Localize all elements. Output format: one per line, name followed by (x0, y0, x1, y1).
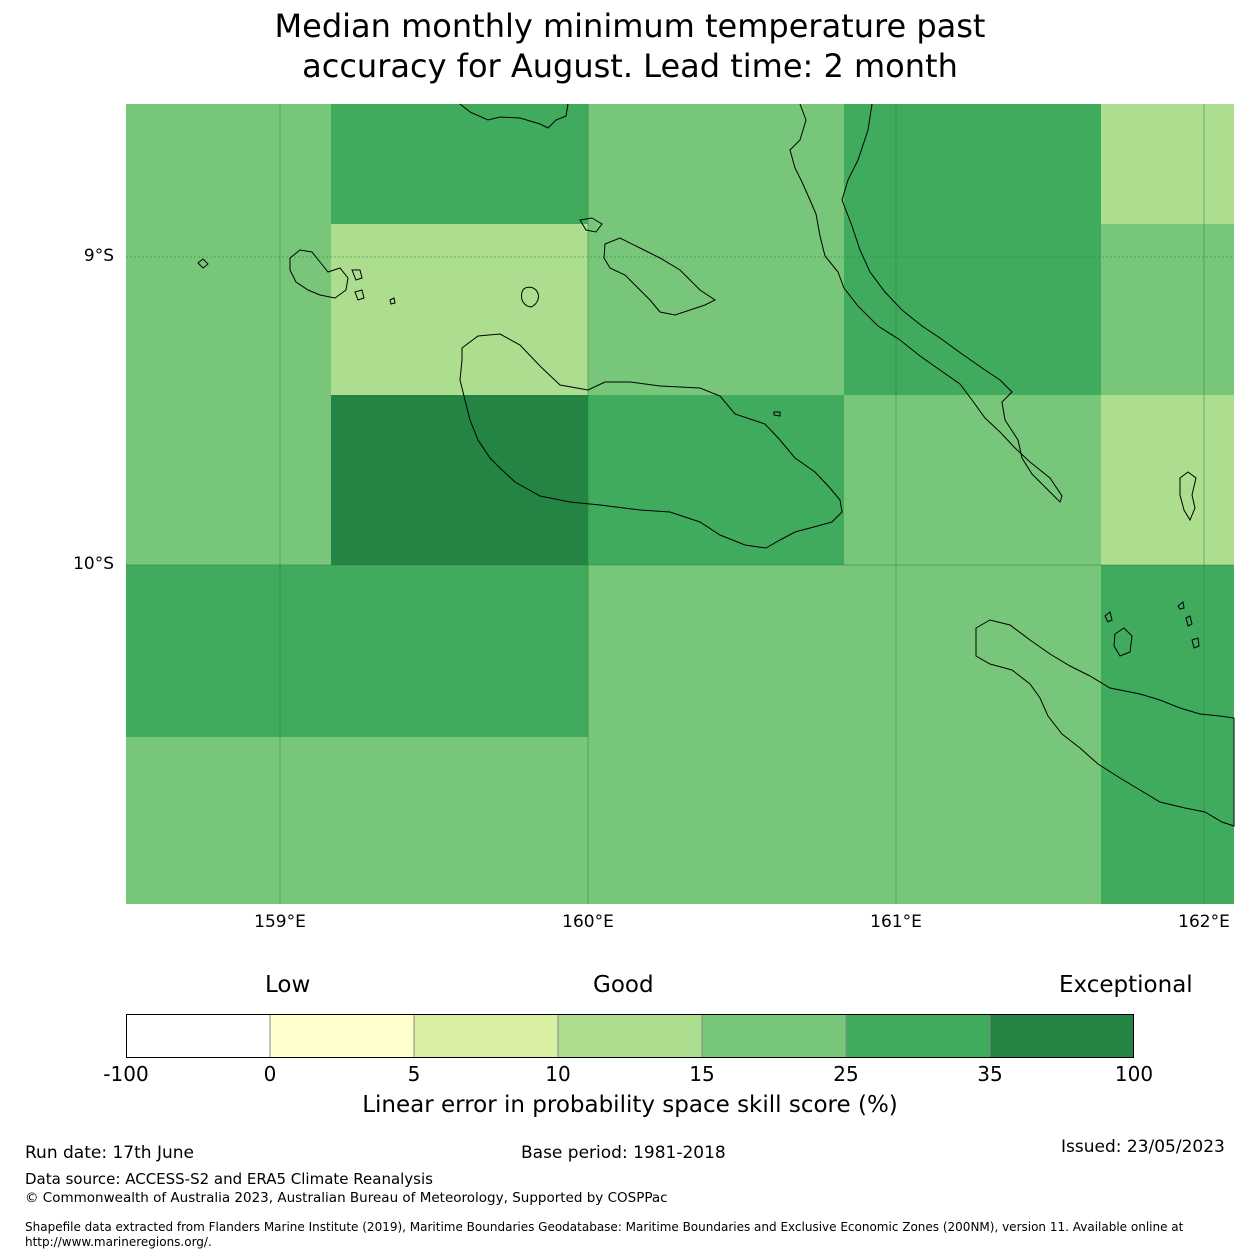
lon-label-161e: 161°E (870, 912, 922, 932)
grid-cell (331, 224, 588, 395)
coast-santa-isabel (789, 103, 1063, 503)
colorbar-bin-0-5 (269, 1014, 415, 1058)
grid-cell (331, 104, 588, 224)
grid-cell (331, 395, 588, 565)
colorbar-tick: 5 (407, 1062, 421, 1086)
grid-cell (1101, 104, 1234, 224)
coast-guadalcanal (459, 333, 843, 549)
colorbar-bin-15-25 (701, 1014, 847, 1058)
skill-grid (126, 104, 1234, 904)
colorbar-outline (126, 1014, 1134, 1058)
title-line-1: Median monthly minimum temperature past (274, 7, 986, 45)
coastlines (197, 103, 1235, 827)
coast-islet-east-d (1185, 615, 1193, 627)
map-title: Median monthly minimum temperature past … (0, 6, 1260, 86)
coast-islet-west (197, 258, 209, 269)
title-line-2: accuracy for August. Lead time: 2 month (302, 47, 958, 85)
lat-label-9s: 9°S (83, 246, 114, 266)
grid-cell (588, 737, 844, 904)
grid-cell (1101, 395, 1234, 565)
issued-date: Issued: 23/05/2023 (1061, 1137, 1225, 1157)
colorbar-tick: 0 (263, 1062, 277, 1086)
legend-exceptional-label: Exceptional (1059, 972, 1193, 998)
coast-russell-islet-a (351, 269, 363, 281)
coast-islet-small (389, 297, 396, 305)
shapefile-credit: Shapefile data extracted from Flanders M… (25, 1220, 1245, 1250)
colorbar-bin-25-35 (845, 1014, 991, 1058)
grid-cell (588, 104, 844, 224)
colorbar-tick: 10 (545, 1062, 571, 1086)
lon-label-159e: 159°E (254, 912, 306, 932)
coast-islet-east-e (1191, 637, 1200, 649)
graticule (126, 104, 1234, 904)
grid-cell (126, 395, 331, 565)
data-source: Data source: ACCESS-S2 and ERA5 Climate … (25, 1170, 433, 1188)
run-date: Run date: 17th June (25, 1143, 194, 1163)
legend-low-label: Low (265, 972, 311, 998)
grid-cell (331, 565, 588, 737)
grid-cell (844, 104, 1101, 224)
coast-islet-east-b (1113, 627, 1133, 657)
copyright: © Commonwealth of Australia 2023, Austra… (25, 1190, 668, 1206)
colorbar-bin-neg100-0 (126, 1014, 271, 1058)
grid-cell (126, 737, 331, 904)
coast-malaita-islet (1179, 471, 1197, 522)
colorbar-bin-5-10 (413, 1014, 559, 1058)
coast-makira (975, 619, 1235, 827)
colorbar-tick: 100 (1114, 1062, 1154, 1086)
grid-cell (844, 395, 1101, 565)
lon-label-162e: 162°E (1178, 912, 1230, 932)
coast-islet-mid (773, 411, 781, 417)
colorbar-bin-10-15 (557, 1014, 703, 1058)
shapefile-credit-line-1: Shapefile data extracted from Flanders M… (25, 1220, 1184, 1234)
grid-cell (331, 737, 588, 904)
colorbar-tick: 35 (977, 1062, 1003, 1086)
grid-cell (588, 224, 844, 395)
coast-islet-east-a (1104, 611, 1113, 623)
colorbar-bin-35-100 (989, 1014, 1134, 1058)
colorbar-tick: 15 (689, 1062, 715, 1086)
coast-islet-north (579, 217, 603, 233)
base-period: Base period: 1981-2018 (521, 1143, 726, 1163)
coast-islet-east-c (1177, 601, 1185, 610)
colorbar-label: Linear error in probability space skill … (362, 1092, 898, 1118)
grid-cell (844, 737, 1101, 904)
grid-cell (1101, 737, 1234, 904)
legend-good-label: Good (593, 972, 654, 998)
grid-cell (1101, 565, 1234, 737)
coast-savo-island (521, 286, 539, 308)
lon-label-160e: 160°E (562, 912, 614, 932)
colorbar-tick: 25 (833, 1062, 859, 1086)
coast-russell-islet-b (354, 289, 365, 301)
shapefile-credit-line-2: http://www.marineregions.org/. (25, 1235, 212, 1249)
lat-label-10s: 10°S (73, 554, 114, 574)
grid-cell (588, 565, 844, 737)
grid-cell (126, 565, 331, 737)
grid-cell (844, 224, 1101, 395)
grid-cell (1101, 224, 1234, 395)
grid-cell (588, 395, 844, 565)
coast-russell-islands (289, 249, 349, 299)
coast-florida-islands (603, 237, 716, 316)
coast-nggela-north (459, 103, 569, 129)
grid-cell (126, 104, 331, 224)
grid-cell (844, 565, 1101, 737)
colorbar-tick: -100 (103, 1062, 149, 1086)
colorbar (126, 1014, 1134, 1058)
